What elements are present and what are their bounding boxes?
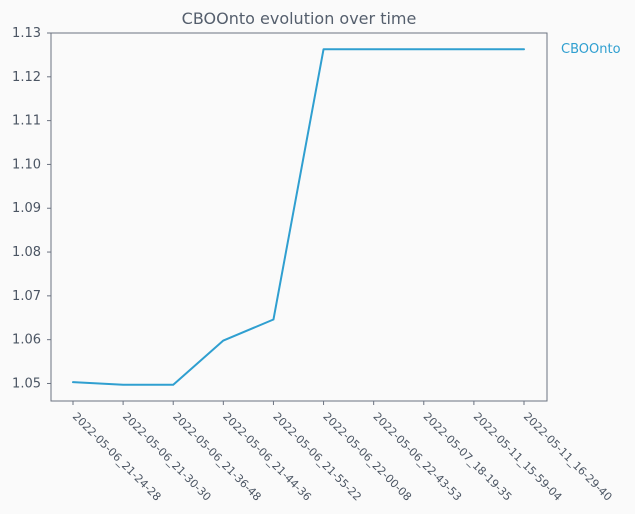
data-point-1 [121,383,125,387]
data-point-2 [171,383,175,387]
y-tick-label-8: 1.13 [12,26,41,41]
y-tick-label-6: 1.11 [12,114,41,129]
series-line-cbOnto [72,48,525,386]
y-tick-label-3: 1.08 [12,245,41,260]
y-tick-label-5: 1.10 [12,157,41,172]
data-point-4 [271,318,275,322]
data-point-0 [71,380,75,384]
chart-title: CBOOnto evolution over time [182,9,417,28]
y-tick-label-7: 1.12 [12,70,41,85]
data-point-7 [422,47,426,51]
data-point-9 [522,47,526,51]
data-point-8 [472,47,476,51]
y-tick-label-2: 1.07 [12,289,41,304]
data-point-5 [322,47,326,51]
axes-frame [50,32,548,402]
legend-series-cbOnto: CBOOnto [561,42,621,57]
data-point-6 [372,47,376,51]
y-tick-label-4: 1.09 [12,201,41,216]
data-point-3 [221,339,225,343]
y-tick-label-1: 1.06 [12,333,41,348]
y-tick-label-0: 1.05 [12,376,41,391]
